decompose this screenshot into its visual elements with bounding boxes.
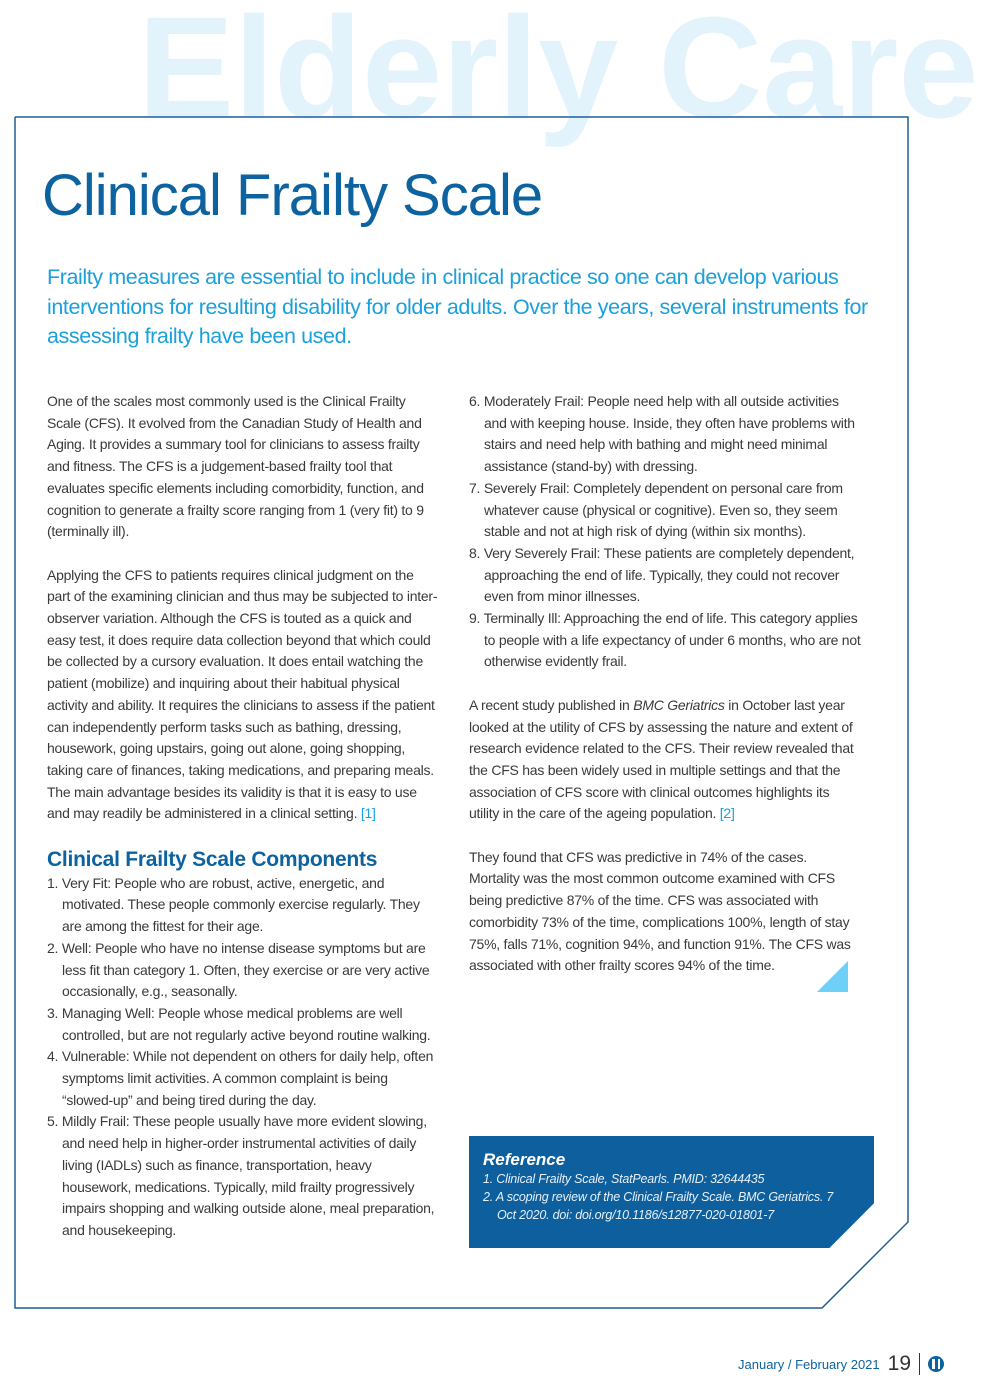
reference-box: Reference 1. Clinical Frailty Scale, Sta… (469, 1136, 874, 1248)
list-item: 5. Mildly Frail: These people usually ha… (47, 1113, 435, 1238)
list-item: 2. Well: People who have no intense dise… (47, 939, 430, 1000)
list-item: 4. Vulnerable: While not dependent on ot… (47, 1048, 434, 1108)
reference-heading: Reference (483, 1150, 566, 1169)
page-number: 19 (887, 1352, 911, 1375)
list-item: 8. Very Severely Frail: These patients a… (469, 544, 855, 605)
issue-date: January / February 2021 (738, 1356, 880, 1372)
body-text: Applying the CFS to patients requires cl… (47, 566, 438, 822)
left-column: One of the scales most commonly used is … (47, 391, 439, 1242)
body-text: A recent study published in (469, 696, 634, 713)
section-heading: Clinical Frailty Scale Components (47, 847, 378, 871)
body-paragraph: One of the scales most commonly used is … (47, 393, 424, 540)
list-item: 1. Very Fit: People who are robust, acti… (47, 874, 420, 935)
lead-paragraph: Frailty measures are essential to includ… (47, 265, 868, 348)
frailty-list: 1. Very Fit: People who are robust, acti… (47, 873, 439, 1242)
list-item: 6. Moderately Frail: People need help wi… (469, 393, 855, 475)
list-item: 7. Severely Frail: Completely dependent … (469, 479, 843, 540)
body-paragraph: Applying the CFS to patients requires cl… (47, 565, 439, 825)
citation-link[interactable]: [1] (360, 805, 376, 822)
list-item: 9. Terminally Ill: Approaching the end o… (469, 610, 861, 670)
list-item: 3. Managing Well: People whose medical p… (47, 1004, 431, 1043)
page-footer: January / February 2021 19 (738, 1352, 944, 1376)
frailty-list-continued: 6. Moderately Frail: People need help wi… (469, 391, 861, 673)
body-paragraph: They found that CFS was predictive in 74… (469, 848, 851, 974)
body-text: in October last year looked at the utili… (469, 696, 854, 822)
body-paragraph: A recent study published in BMC Geriatri… (469, 695, 861, 825)
journal-name: BMC Geriatrics (633, 696, 725, 713)
citation-link[interactable]: [2] (719, 805, 735, 822)
reference-item: 1. Clinical Frailty Scale, StatPearls. P… (483, 1172, 765, 1186)
reference-item: 2. A scoping review of the Clinical Frai… (483, 1190, 834, 1222)
divider (919, 1353, 920, 1375)
right-column: 6. Moderately Frail: People need help wi… (469, 391, 861, 999)
page-title: Clinical Frailty Scale (42, 163, 543, 228)
publisher-logo-icon (928, 1356, 944, 1372)
